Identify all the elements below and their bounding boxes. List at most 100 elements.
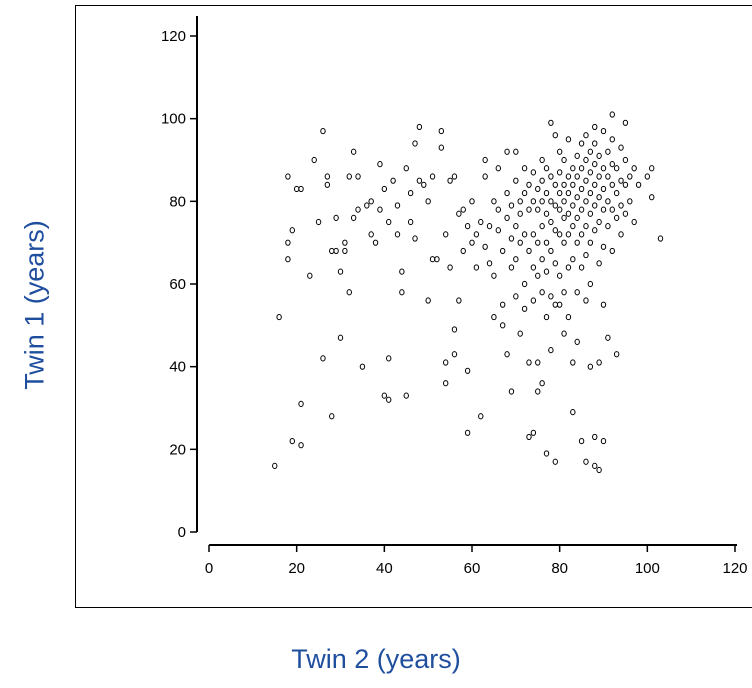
scatter-point bbox=[530, 264, 537, 271]
scatter-point bbox=[447, 177, 453, 184]
scatter-point bbox=[570, 223, 576, 230]
scatter-point bbox=[609, 111, 615, 118]
scatter-point bbox=[539, 289, 545, 296]
scatter-point bbox=[526, 247, 532, 255]
scatter-point bbox=[526, 359, 532, 366]
scatter-point bbox=[535, 185, 541, 193]
scatter-point bbox=[368, 231, 374, 238]
scatter-point bbox=[574, 194, 580, 201]
scatter-point bbox=[561, 214, 567, 221]
scatter-point bbox=[605, 223, 611, 230]
scatter-point bbox=[508, 388, 515, 395]
scatter-point bbox=[592, 227, 598, 234]
scatter-point bbox=[627, 173, 633, 180]
scatter-point bbox=[333, 247, 339, 255]
scatter-point bbox=[592, 181, 598, 188]
scatter-point bbox=[574, 152, 580, 159]
scatter-point bbox=[530, 169, 537, 176]
scatter-point bbox=[596, 218, 602, 226]
scatter-point bbox=[578, 231, 585, 238]
scatter-point bbox=[535, 388, 541, 395]
scatter-point bbox=[552, 301, 558, 308]
x-tick-label: 0 bbox=[205, 560, 213, 577]
scatter-point bbox=[578, 140, 585, 147]
scatter-point bbox=[578, 206, 585, 213]
scatter-point bbox=[517, 210, 523, 217]
scatter-point bbox=[350, 214, 357, 221]
scatter-point bbox=[622, 210, 629, 217]
scatter-point bbox=[377, 206, 383, 213]
scatter-point bbox=[346, 289, 352, 296]
y-tick-label: 60 bbox=[169, 276, 186, 293]
scatter-point bbox=[482, 156, 488, 164]
scatter-point bbox=[609, 247, 615, 255]
y-axis-label: Twin 1 (years) bbox=[19, 220, 50, 390]
scatter-point bbox=[543, 210, 550, 217]
scatter-point bbox=[460, 247, 466, 255]
scatter-point bbox=[469, 198, 475, 205]
scatter-point bbox=[438, 144, 445, 151]
scatter-point bbox=[320, 127, 326, 135]
scatter-point bbox=[399, 268, 405, 275]
scatter-point bbox=[587, 280, 594, 288]
scatter-point bbox=[473, 231, 480, 238]
scatter-point bbox=[526, 433, 532, 441]
scatter-point bbox=[570, 256, 576, 263]
scatter-point bbox=[289, 227, 295, 234]
scatter-point bbox=[412, 235, 418, 242]
scatter-point bbox=[499, 247, 506, 255]
scatter-point bbox=[618, 231, 624, 238]
scatter-point bbox=[320, 355, 326, 362]
scatter-point bbox=[657, 235, 664, 242]
scatter-point bbox=[618, 202, 624, 209]
scatter-point bbox=[434, 256, 440, 263]
scatter-point bbox=[596, 466, 602, 474]
scatter-point bbox=[456, 210, 462, 217]
scatter-point bbox=[574, 239, 580, 246]
scatter-point bbox=[618, 177, 624, 184]
scatter-point bbox=[508, 202, 515, 209]
scatter-point bbox=[592, 462, 598, 469]
scatter-point bbox=[504, 214, 510, 221]
scatter-point bbox=[421, 181, 427, 188]
scatter-point bbox=[333, 214, 339, 221]
scatter-point bbox=[429, 173, 436, 180]
scatter-point bbox=[298, 185, 304, 193]
scatter-point bbox=[587, 363, 594, 370]
scatter-point bbox=[613, 165, 620, 172]
scatter-point bbox=[565, 313, 572, 321]
scatter-point bbox=[407, 218, 414, 226]
scatter-point bbox=[443, 380, 449, 387]
scatter-point bbox=[429, 256, 436, 263]
scatter-point bbox=[482, 173, 488, 180]
scatter-point bbox=[596, 194, 602, 201]
scatter-point bbox=[456, 297, 462, 304]
scatter-point bbox=[605, 173, 611, 180]
scatter-point bbox=[583, 251, 589, 259]
scatter-point bbox=[530, 198, 537, 205]
x-tick-label: 20 bbox=[288, 560, 305, 577]
scatter-point bbox=[578, 437, 585, 445]
scatter-point bbox=[543, 268, 550, 275]
scatter-point bbox=[364, 202, 370, 209]
scatter-point bbox=[438, 127, 445, 135]
scatter-point bbox=[337, 334, 344, 341]
scatter-point bbox=[530, 231, 537, 238]
scatter-point bbox=[548, 218, 554, 226]
scatter-point bbox=[556, 231, 563, 238]
x-tick-label: 100 bbox=[635, 560, 660, 577]
scatter-point bbox=[403, 392, 409, 399]
plot-frame bbox=[75, 5, 752, 608]
scatter-point bbox=[368, 198, 374, 205]
scatter-point bbox=[451, 351, 458, 358]
scatter-point bbox=[407, 189, 414, 197]
scatter-point bbox=[342, 247, 348, 255]
scatter-point bbox=[491, 272, 497, 279]
scatter-point bbox=[451, 326, 458, 333]
scatter-point bbox=[521, 189, 528, 197]
scatter-point bbox=[443, 231, 449, 238]
scatter-point bbox=[535, 359, 541, 366]
scatter-point bbox=[298, 442, 304, 449]
y-tick-label: 40 bbox=[169, 359, 186, 376]
